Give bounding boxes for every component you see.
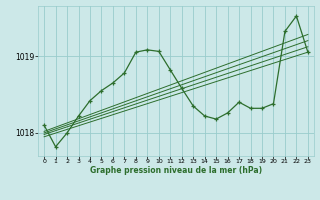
X-axis label: Graphe pression niveau de la mer (hPa): Graphe pression niveau de la mer (hPa): [90, 166, 262, 175]
